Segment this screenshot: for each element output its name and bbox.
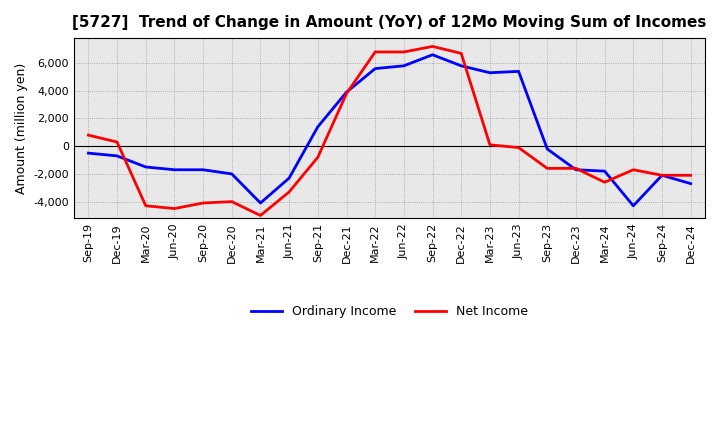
Net Income (113, 139, 122, 145)
Ordinary Income (543, 147, 552, 152)
Ordinary Income (313, 124, 322, 129)
Net Income (657, 172, 666, 178)
Ordinary Income (285, 176, 294, 181)
Ordinary Income (514, 69, 523, 74)
Ordinary Income (600, 169, 609, 174)
Ordinary Income (84, 150, 93, 156)
Title: [5727]  Trend of Change in Amount (YoY) of 12Mo Moving Sum of Incomes: [5727] Trend of Change in Amount (YoY) o… (72, 15, 707, 30)
Ordinary Income (199, 167, 207, 172)
Ordinary Income (686, 181, 695, 186)
Net Income (600, 180, 609, 185)
Net Income (686, 172, 695, 178)
Net Income (313, 154, 322, 160)
Line: Ordinary Income: Ordinary Income (89, 55, 690, 206)
Net Income (285, 189, 294, 194)
Ordinary Income (572, 167, 580, 172)
Ordinary Income (457, 63, 466, 69)
Net Income (400, 49, 408, 55)
Net Income (543, 166, 552, 171)
Y-axis label: Amount (million yen): Amount (million yen) (15, 62, 28, 194)
Net Income (572, 166, 580, 171)
Ordinary Income (400, 63, 408, 69)
Line: Net Income: Net Income (89, 47, 690, 216)
Net Income (199, 200, 207, 205)
Net Income (485, 142, 494, 147)
Net Income (457, 51, 466, 56)
Ordinary Income (657, 172, 666, 178)
Ordinary Income (141, 165, 150, 170)
Ordinary Income (371, 66, 379, 71)
Net Income (428, 44, 437, 49)
Ordinary Income (342, 89, 351, 95)
Net Income (141, 203, 150, 209)
Net Income (342, 91, 351, 96)
Ordinary Income (629, 203, 638, 209)
Ordinary Income (228, 171, 236, 176)
Net Income (228, 199, 236, 204)
Ordinary Income (428, 52, 437, 57)
Net Income (514, 145, 523, 150)
Ordinary Income (113, 153, 122, 158)
Net Income (629, 167, 638, 172)
Legend: Ordinary Income, Net Income: Ordinary Income, Net Income (246, 300, 534, 323)
Net Income (371, 49, 379, 55)
Ordinary Income (170, 167, 179, 172)
Net Income (170, 206, 179, 211)
Net Income (84, 132, 93, 138)
Ordinary Income (485, 70, 494, 75)
Net Income (256, 213, 265, 218)
Ordinary Income (256, 200, 265, 205)
